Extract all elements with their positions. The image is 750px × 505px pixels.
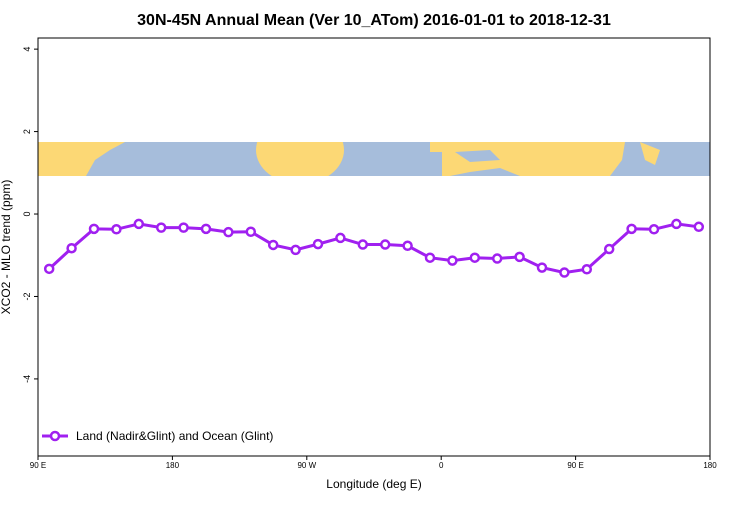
data-point (581, 264, 593, 275)
data-point (671, 218, 682, 230)
data-point (402, 240, 413, 252)
data-point (312, 238, 324, 250)
y-tick-label: 0 (22, 212, 32, 217)
chart-title: 30N-45N Annual Mean (Ver 10_ATom) 2016-0… (137, 12, 611, 29)
data-point (133, 218, 145, 230)
x-tick-label: 90 E (567, 461, 583, 470)
data-point (111, 224, 122, 235)
y-tick-label: -4 (22, 375, 32, 383)
y-tick-label: -2 (22, 292, 32, 300)
data-point (469, 252, 481, 263)
data-point (379, 239, 391, 250)
data-point (66, 242, 77, 254)
map-strip (38, 142, 710, 176)
data-point (290, 244, 301, 256)
data-point (335, 232, 346, 244)
legend-marker (49, 430, 61, 442)
plot-frame (37, 37, 711, 457)
legend-label: Land (Nadir&Glint) and Ocean (Glint) (76, 429, 273, 443)
data-point (536, 262, 548, 273)
data-point (424, 252, 436, 263)
x-axis-label: Longitude (deg E) (326, 477, 421, 491)
x-tick-label: 0 (439, 461, 444, 470)
y-axis-label: XCO2 - MLO trend (ppm) (0, 180, 13, 315)
data-point (267, 239, 279, 251)
data-point (514, 251, 525, 263)
data-point (223, 226, 234, 238)
x-tick-label: 180 (703, 461, 717, 470)
x-tick-label: 90 W (297, 461, 316, 470)
data-point (155, 222, 167, 233)
data-point (178, 222, 189, 233)
y-tick-label: 4 (22, 47, 32, 52)
data-point (245, 226, 257, 237)
data-point (693, 221, 705, 233)
data-point (43, 263, 55, 275)
data-point (447, 255, 458, 266)
data-point (648, 224, 660, 235)
x-tick-label: 180 (166, 461, 180, 470)
data-point (491, 253, 503, 264)
x-tick-label: 90 E (30, 461, 46, 470)
data-point (559, 267, 570, 278)
y-tick-label: 2 (22, 129, 32, 134)
series-line (48, 222, 699, 275)
data-point (357, 239, 369, 250)
data-point (88, 223, 100, 235)
data-point (603, 243, 615, 255)
data-point (200, 223, 212, 235)
data-point (626, 223, 637, 235)
